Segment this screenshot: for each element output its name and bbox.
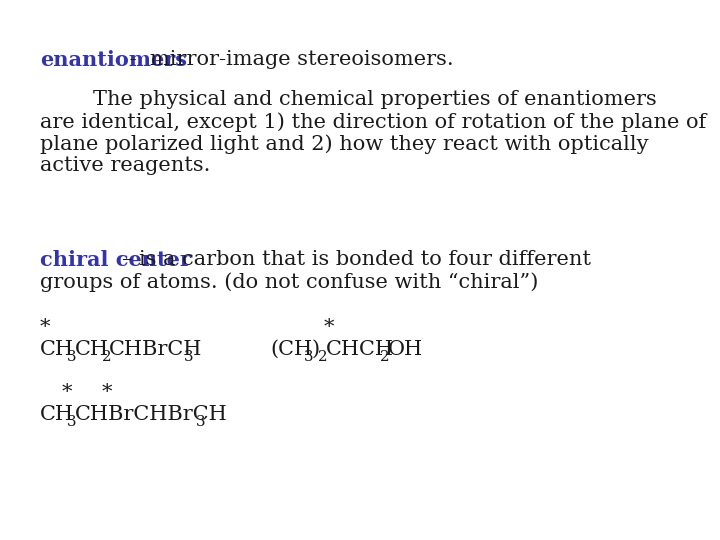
Text: 2: 2: [380, 350, 390, 364]
Text: 2: 2: [318, 350, 328, 364]
Text: *: *: [324, 318, 334, 337]
Text: 3: 3: [184, 350, 193, 364]
Text: OH: OH: [387, 340, 423, 359]
Text: The physical and chemical properties of enantiomers: The physical and chemical properties of …: [40, 90, 657, 109]
Text: (CH: (CH: [271, 340, 312, 359]
Text: chiral center: chiral center: [40, 250, 191, 270]
Text: groups of atoms. (do not confuse with “chiral”): groups of atoms. (do not confuse with “c…: [40, 272, 538, 292]
Text: 3: 3: [196, 415, 206, 429]
Text: *: *: [62, 383, 73, 402]
Text: CH: CH: [40, 340, 73, 359]
Text: – is a carbon that is bonded to four different: – is a carbon that is bonded to four dif…: [122, 250, 591, 269]
Text: 3: 3: [67, 415, 76, 429]
Text: CHCH: CHCH: [326, 340, 394, 359]
Text: CHBrCH: CHBrCH: [109, 340, 202, 359]
Text: are identical, except 1) the direction of rotation of the plane of: are identical, except 1) the direction o…: [40, 112, 706, 132]
Text: CHBrCHBrCH: CHBrCHBrCH: [74, 405, 228, 424]
Text: *: *: [40, 318, 50, 337]
Text: *: *: [102, 383, 112, 402]
Text: enantiomers: enantiomers: [40, 50, 186, 70]
Text: 2: 2: [102, 350, 111, 364]
Text: plane polarized light and 2) how they react with optically: plane polarized light and 2) how they re…: [40, 134, 649, 154]
Text: ): ): [312, 340, 320, 359]
Text: active reagents.: active reagents.: [40, 156, 210, 175]
Text: CH: CH: [40, 405, 73, 424]
Text: 3: 3: [304, 350, 314, 364]
Text: 3: 3: [67, 350, 76, 364]
Text: CH: CH: [74, 340, 109, 359]
Text: -  mirror-image stereoisomers.: - mirror-image stereoisomers.: [123, 50, 454, 69]
